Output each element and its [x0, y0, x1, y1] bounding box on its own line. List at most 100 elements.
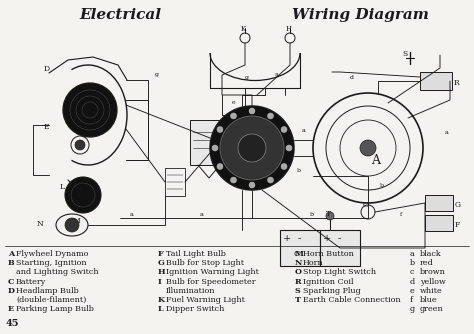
Text: Fuel Warning Light: Fuel Warning Light: [166, 296, 245, 304]
Text: H: H: [286, 25, 292, 33]
Text: -: -: [338, 234, 341, 243]
Text: O: O: [363, 201, 369, 209]
Text: T: T: [295, 296, 301, 304]
Text: O: O: [295, 269, 302, 277]
Text: g: g: [410, 305, 415, 313]
Text: M: M: [73, 217, 81, 225]
Text: 45: 45: [6, 319, 19, 328]
Text: b: b: [380, 183, 384, 188]
Circle shape: [249, 182, 255, 188]
Text: Parking Lamp Bulb: Parking Lamp Bulb: [16, 305, 94, 313]
Text: b: b: [297, 168, 301, 173]
Bar: [425, 195, 453, 211]
Text: Bulb for Speedometer: Bulb for Speedometer: [166, 278, 255, 286]
Text: f: f: [400, 212, 402, 217]
Text: D: D: [44, 65, 50, 73]
Text: H: H: [158, 269, 165, 277]
Text: c: c: [410, 269, 414, 277]
Text: brown: brown: [420, 269, 446, 277]
Text: Wiring Diagram: Wiring Diagram: [292, 8, 428, 22]
Text: a: a: [130, 212, 134, 217]
Circle shape: [267, 113, 273, 119]
Text: and Lighting Switch: and Lighting Switch: [16, 269, 99, 277]
Text: yellow: yellow: [420, 278, 446, 286]
Text: E: E: [44, 123, 49, 131]
Text: e: e: [410, 287, 415, 295]
Text: a: a: [200, 212, 204, 217]
Text: K: K: [158, 296, 165, 304]
Text: Stop Light Switch: Stop Light Switch: [303, 269, 376, 277]
Circle shape: [230, 177, 237, 183]
Circle shape: [212, 145, 218, 151]
Text: I: I: [158, 278, 162, 286]
Text: B: B: [8, 259, 15, 267]
Circle shape: [210, 106, 294, 190]
Circle shape: [267, 177, 273, 183]
Text: Flywheel Dynamo: Flywheel Dynamo: [16, 250, 88, 258]
Text: a: a: [275, 72, 279, 77]
Text: R: R: [295, 278, 301, 286]
Circle shape: [238, 134, 266, 162]
Text: Electrical: Electrical: [79, 8, 161, 22]
Text: d: d: [410, 278, 415, 286]
Text: -: -: [298, 234, 301, 243]
Text: A: A: [8, 250, 14, 258]
Text: A: A: [372, 154, 381, 167]
Text: white: white: [420, 287, 443, 295]
Text: g: g: [155, 72, 159, 77]
Text: G: G: [455, 201, 461, 209]
Text: L: L: [60, 183, 65, 191]
Text: a: a: [410, 250, 415, 258]
Text: a: a: [445, 130, 449, 135]
Text: +: +: [323, 234, 331, 243]
Text: D: D: [8, 287, 15, 295]
Text: Battery: Battery: [16, 278, 46, 286]
Text: b: b: [410, 259, 415, 267]
Circle shape: [63, 83, 117, 137]
Circle shape: [249, 108, 255, 114]
Text: E: E: [8, 305, 14, 313]
Text: R: R: [454, 79, 460, 87]
Text: N: N: [295, 259, 302, 267]
Text: (double-filament): (double-filament): [16, 296, 86, 304]
Bar: [165, 168, 185, 196]
Text: S: S: [402, 50, 407, 58]
Text: e: e: [232, 100, 236, 105]
Text: S: S: [295, 287, 301, 295]
Circle shape: [217, 127, 223, 133]
Text: Ignition Warning Light: Ignition Warning Light: [166, 269, 259, 277]
Text: g: g: [245, 75, 249, 80]
Circle shape: [65, 218, 79, 232]
Bar: [425, 215, 453, 231]
Circle shape: [217, 164, 223, 169]
Circle shape: [75, 140, 85, 150]
Text: green: green: [420, 305, 444, 313]
Text: f: f: [410, 296, 413, 304]
Text: L: L: [158, 305, 164, 313]
Text: red: red: [420, 259, 434, 267]
Text: Dipper Switch: Dipper Switch: [166, 305, 224, 313]
Circle shape: [230, 113, 237, 119]
Text: Bulb for Stop Light: Bulb for Stop Light: [166, 259, 244, 267]
Bar: [280, 230, 320, 266]
Circle shape: [281, 164, 287, 169]
Circle shape: [281, 127, 287, 133]
Bar: [320, 230, 360, 266]
Text: a: a: [302, 128, 306, 133]
Circle shape: [326, 212, 334, 220]
Text: blue: blue: [420, 296, 438, 304]
Text: T: T: [326, 210, 331, 218]
Text: Sparking Plug: Sparking Plug: [303, 287, 361, 295]
Bar: [190, 120, 228, 165]
Text: black: black: [420, 250, 442, 258]
Text: Illumination: Illumination: [166, 287, 216, 295]
Text: K: K: [241, 25, 246, 33]
Circle shape: [360, 140, 376, 156]
Text: Horn: Horn: [303, 259, 324, 267]
Circle shape: [286, 145, 292, 151]
Text: Earth Cable Connection: Earth Cable Connection: [303, 296, 401, 304]
Text: N: N: [37, 220, 44, 228]
Text: Headlamp Bulb: Headlamp Bulb: [16, 287, 79, 295]
Circle shape: [220, 116, 284, 180]
Text: C: C: [8, 278, 14, 286]
